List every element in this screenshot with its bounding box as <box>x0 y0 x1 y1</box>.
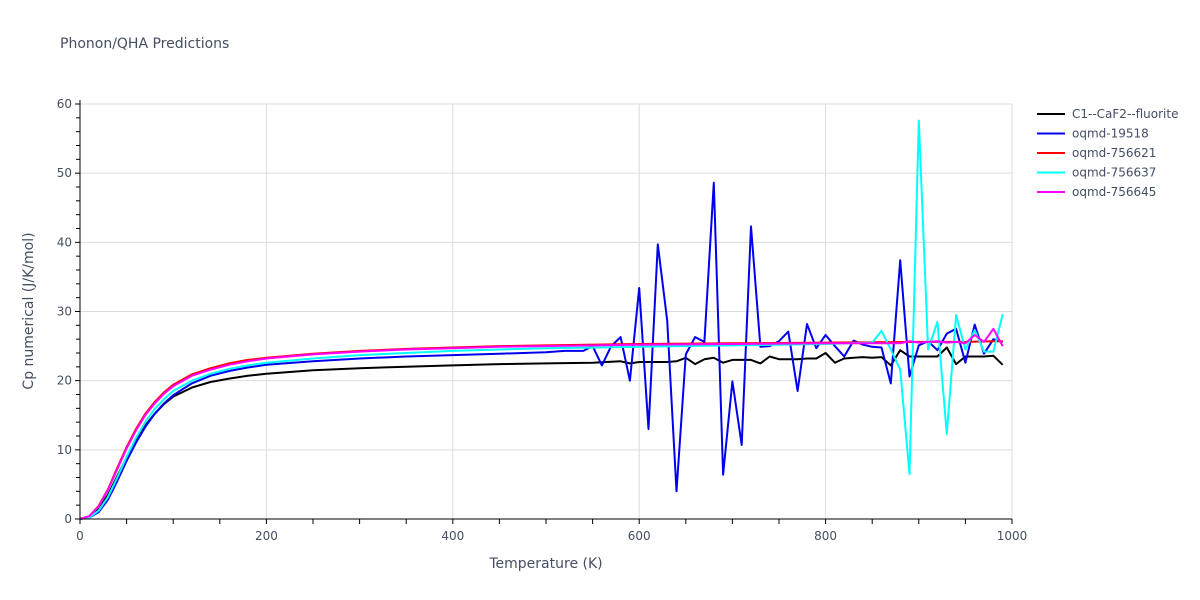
x-tick-label: 600 <box>628 529 651 543</box>
y-tick-label: 30 <box>57 305 72 319</box>
legend-label: oqmd-19518 <box>1072 127 1149 141</box>
x-tick-label: 200 <box>255 529 278 543</box>
chart-title: Phonon/QHA Predictions <box>60 36 230 52</box>
series-line-1 <box>79 181 1003 520</box>
legend-label: oqmd-756621 <box>1072 146 1156 160</box>
legend-item-4[interactable]: oqmd-756645 <box>1037 185 1156 199</box>
series-line-4 <box>79 327 1004 520</box>
series-line-0 <box>79 346 1004 520</box>
legend[interactable]: C1--CaF2--fluorite oqmd-19518 oqmd-756621 o… <box>1037 107 1178 199</box>
y-tick-label: 10 <box>57 443 72 457</box>
x-axis-label: Temperature (K) <box>488 556 602 572</box>
series-line-3 <box>79 119 1004 520</box>
y-axis-label: Cp numerical (J/K/mol) <box>21 232 37 389</box>
x-tick-label: 400 <box>441 529 464 543</box>
legend-item-1[interactable]: oqmd-19518 <box>1037 127 1149 141</box>
series-lines <box>79 119 1004 520</box>
x-tick-label: 0 <box>76 529 84 543</box>
legend-item-0[interactable]: C1--CaF2--fluorite <box>1037 107 1178 121</box>
legend-label: oqmd-756645 <box>1072 185 1156 199</box>
y-tick-label: 50 <box>57 166 72 180</box>
y-tick-label: 20 <box>57 374 72 388</box>
x-tick-label: 1000 <box>997 529 1028 543</box>
legend-label: C1--CaF2--fluorite <box>1072 107 1178 121</box>
legend-item-2[interactable]: oqmd-756621 <box>1037 146 1156 160</box>
legend-item-3[interactable]: oqmd-756637 <box>1037 166 1156 180</box>
x-tick-label: 800 <box>814 529 837 543</box>
y-tick-label: 60 <box>57 97 72 111</box>
legend-label: oqmd-756637 <box>1072 166 1156 180</box>
y-tick-label: 40 <box>57 235 72 249</box>
y-tick-label: 0 <box>64 512 72 526</box>
gridlines <box>80 103 1013 519</box>
